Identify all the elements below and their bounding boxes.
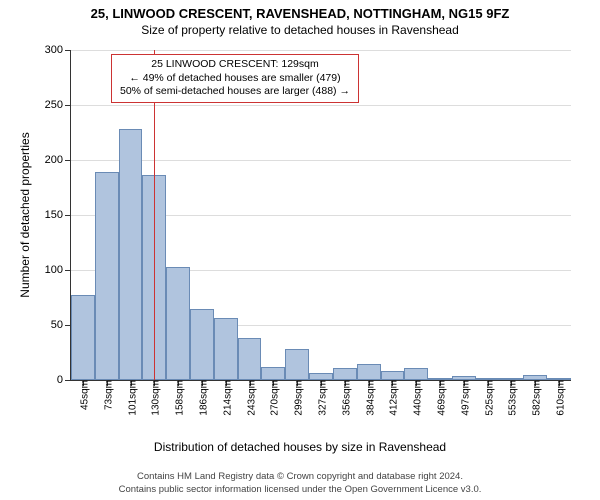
x-tick-label: 299sqm	[290, 380, 305, 416]
x-tick-label: 497sqm	[456, 380, 471, 416]
x-tick-label: 214sqm	[218, 380, 233, 416]
histogram-bar	[71, 295, 95, 380]
x-tick-label: 101sqm	[123, 380, 138, 416]
histogram-bar	[95, 172, 119, 380]
annotation-line: 25 LINWOOD CRESCENT: 129sqm	[120, 58, 350, 72]
annotation-callout: 25 LINWOOD CRESCENT: 129sqm ← 49% of det…	[111, 54, 359, 103]
histogram-bar	[238, 338, 262, 380]
chart-title-sub: Size of property relative to detached ho…	[0, 21, 600, 37]
y-tick-label: 100	[45, 264, 71, 276]
grid-line	[71, 160, 571, 161]
x-tick-label: 525sqm	[480, 380, 495, 416]
histogram-chart: 25 LINWOOD CRESCENT: 129sqm ← 49% of det…	[70, 50, 571, 381]
histogram-bar	[404, 368, 428, 380]
histogram-bar	[381, 371, 405, 380]
annotation-line: ← 49% of detached houses are smaller (47…	[120, 72, 350, 86]
footer-line: Contains HM Land Registry data © Crown c…	[0, 471, 600, 483]
x-tick-label: 270sqm	[266, 380, 281, 416]
annotation-line: 50% of semi-detached houses are larger (…	[120, 85, 350, 99]
y-tick-label: 300	[45, 44, 71, 56]
histogram-bar	[119, 129, 143, 380]
x-tick-label: 384sqm	[361, 380, 376, 416]
x-tick-label: 412sqm	[385, 380, 400, 416]
x-axis-title: Distribution of detached houses by size …	[0, 440, 600, 454]
y-tick-label: 0	[57, 374, 71, 386]
y-tick-label: 150	[45, 209, 71, 221]
x-tick-label: 45sqm	[75, 380, 90, 410]
y-axis-title: Number of detached properties	[18, 132, 32, 297]
y-tick-label: 50	[51, 319, 71, 331]
x-tick-label: 327sqm	[314, 380, 329, 416]
chart-footer: Contains HM Land Registry data © Crown c…	[0, 471, 600, 496]
histogram-bar	[214, 318, 238, 380]
x-tick-label: 440sqm	[409, 380, 424, 416]
chart-title-main: 25, LINWOOD CRESCENT, RAVENSHEAD, NOTTIN…	[0, 0, 600, 21]
x-tick-label: 356sqm	[337, 380, 352, 416]
histogram-bar	[357, 364, 381, 381]
grid-line	[71, 105, 571, 106]
x-tick-label: 186sqm	[194, 380, 209, 416]
x-tick-label: 158sqm	[171, 380, 186, 416]
histogram-bar	[261, 367, 285, 380]
x-tick-label: 582sqm	[528, 380, 543, 416]
x-tick-label: 610sqm	[552, 380, 567, 416]
x-tick-label: 553sqm	[504, 380, 519, 416]
histogram-bar	[190, 309, 214, 381]
x-tick-label: 130sqm	[147, 380, 162, 416]
grid-line	[71, 50, 571, 51]
footer-line: Contains public sector information licen…	[0, 484, 600, 496]
y-tick-label: 200	[45, 154, 71, 166]
histogram-bar	[166, 267, 190, 380]
histogram-bar	[285, 349, 309, 380]
y-tick-label: 250	[45, 99, 71, 111]
x-tick-label: 73sqm	[99, 380, 114, 410]
histogram-bar	[309, 373, 333, 380]
x-tick-label: 469sqm	[433, 380, 448, 416]
x-tick-label: 243sqm	[242, 380, 257, 416]
histogram-bar	[333, 368, 357, 380]
